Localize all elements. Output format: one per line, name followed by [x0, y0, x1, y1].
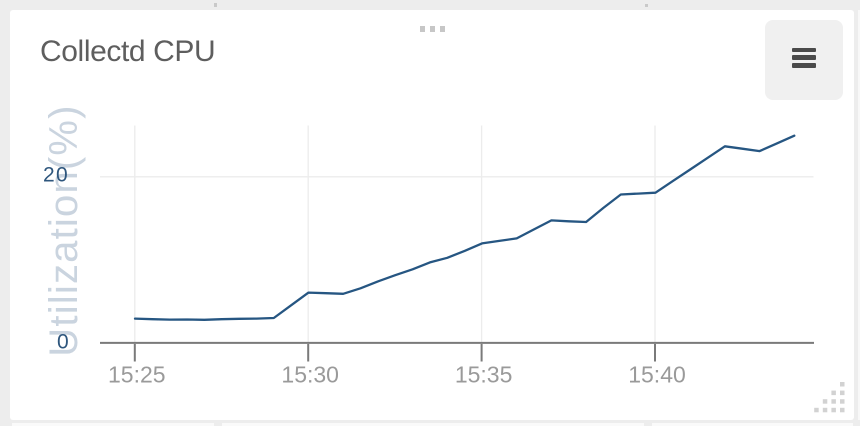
svg-text:15:40: 15:40: [628, 361, 686, 387]
svg-text:0: 0: [57, 331, 69, 354]
svg-text:15:35: 15:35: [455, 361, 513, 387]
svg-text:20: 20: [43, 163, 69, 186]
svg-text:15:30: 15:30: [281, 361, 339, 387]
svg-text:Utilization(%): Utilization(%): [42, 104, 86, 356]
svg-text:15:25: 15:25: [108, 361, 166, 387]
